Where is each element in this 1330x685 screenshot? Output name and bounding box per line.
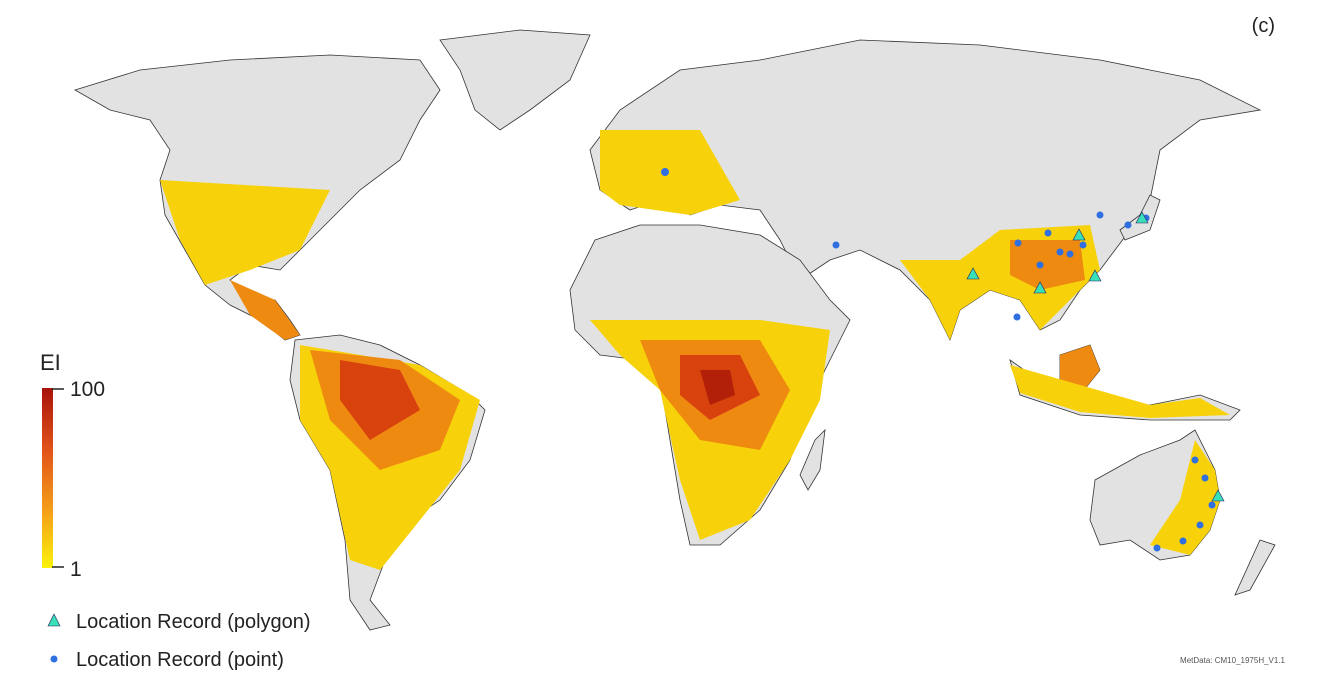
legend-label: Location Record (point) [76,649,284,671]
record-point [1196,521,1204,529]
record-point [1014,239,1022,247]
record-point [1153,544,1161,552]
record-point [661,168,669,176]
record-polygon [966,267,980,280]
new-zealand [1234,539,1276,596]
record-point [1208,501,1216,509]
record-point [1096,211,1104,219]
footer-note: MetData: CM10_1975H_V1.1 [1180,656,1286,665]
record-point [1179,537,1187,545]
record-polygon [1072,228,1086,241]
legend-label: Location Record (polygon) [76,611,311,633]
color-bar-min: 1 [70,558,82,581]
record-point [1044,229,1052,237]
location-records [661,168,1225,552]
panel-label: (c) [1252,15,1275,37]
color-bar-max: 100 [70,378,105,401]
madagascar [799,428,826,491]
record-polygon [1088,269,1102,282]
record-point [1191,456,1199,464]
legend: EI 100 1 Location Record (polygon) Locat… [40,350,311,671]
record-point [1056,248,1064,256]
record-point [1036,261,1044,269]
greenland [439,29,591,131]
legend-title: EI [40,350,61,375]
world-map [73,29,1276,631]
record-point [1066,250,1074,258]
record-point [1124,221,1132,229]
record-polygon [1135,211,1149,224]
legend-symbol [47,613,61,627]
record-point [1201,474,1209,482]
legend-symbol [50,655,58,663]
record-point [1013,313,1021,321]
record-polygon [1211,489,1225,502]
color-bar [42,388,53,568]
record-polygon [1033,281,1047,294]
record-point [1079,241,1087,249]
record-point [832,241,840,249]
